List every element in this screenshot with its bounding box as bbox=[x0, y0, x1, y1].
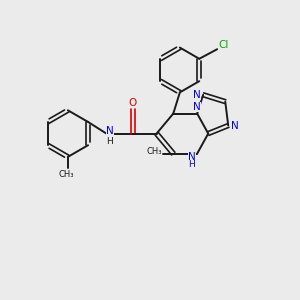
Text: CH₃: CH₃ bbox=[58, 170, 74, 179]
Text: CH₃: CH₃ bbox=[146, 147, 162, 156]
Text: N: N bbox=[193, 102, 201, 112]
Text: Cl: Cl bbox=[219, 40, 229, 50]
Text: H: H bbox=[188, 160, 195, 169]
Text: N: N bbox=[231, 121, 239, 130]
Text: N: N bbox=[193, 90, 200, 100]
Text: H: H bbox=[106, 137, 113, 146]
Text: N: N bbox=[188, 152, 196, 162]
Text: O: O bbox=[129, 98, 137, 107]
Text: N: N bbox=[106, 126, 114, 136]
